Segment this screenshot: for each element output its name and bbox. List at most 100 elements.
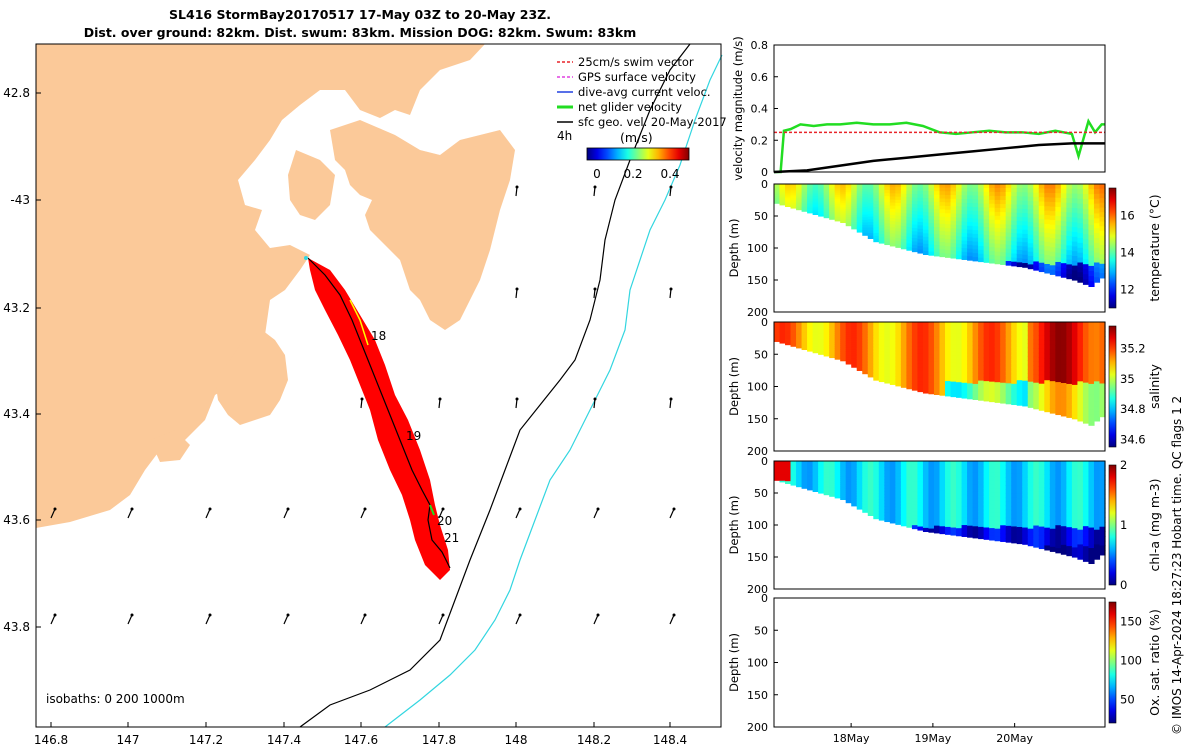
profile-cell <box>1093 544 1101 550</box>
profile-cell <box>972 522 979 527</box>
profile-cell <box>911 518 919 523</box>
profile-cell <box>807 484 814 487</box>
profile-cell <box>1016 371 1023 377</box>
profile-cell <box>994 390 1001 395</box>
profile-cell <box>1022 196 1029 202</box>
profile-cell <box>829 494 836 497</box>
profile-cell <box>961 375 968 380</box>
profile-cell <box>1016 326 1023 331</box>
profile-cell <box>956 225 963 230</box>
profile-cell <box>1016 225 1023 230</box>
profile-cell <box>1000 212 1007 217</box>
sfc-arrow <box>205 614 211 625</box>
profile-cell <box>774 339 781 341</box>
profile-cell <box>950 220 957 226</box>
profile-cell <box>862 209 869 213</box>
profile-cell <box>895 184 902 188</box>
profile-cell <box>1000 232 1007 237</box>
profile-cell <box>1093 193 1101 200</box>
profile-cell <box>834 470 841 473</box>
profile-cell <box>1071 241 1079 247</box>
profile-cell <box>840 470 847 474</box>
profile-cell <box>1049 524 1056 530</box>
colorbar-label: salinity <box>1147 363 1162 408</box>
profile-cell <box>774 191 781 194</box>
profile-cell <box>779 188 786 190</box>
profile-cell <box>933 336 941 341</box>
profile-cell <box>1033 184 1040 189</box>
profile-cell <box>1060 470 1067 476</box>
profile-cell <box>983 223 990 228</box>
profile-cell <box>978 376 985 382</box>
profile-cell <box>1005 334 1012 339</box>
profile-cell <box>889 353 896 357</box>
profile-cell <box>950 479 957 484</box>
profile-cell <box>790 196 797 198</box>
profile-cell <box>1011 257 1018 263</box>
profile-cell <box>1011 473 1018 478</box>
profile-cell <box>1093 549 1101 555</box>
profile-cell <box>983 365 990 370</box>
profile-cell <box>1011 501 1018 507</box>
profile-cell <box>1077 376 1084 382</box>
profile-cell <box>945 384 952 390</box>
profile-cell <box>1000 342 1007 347</box>
profile-cell <box>911 488 919 492</box>
profile-cell <box>812 341 819 345</box>
profile-cell <box>933 184 941 189</box>
profile-cell <box>961 248 968 253</box>
profile-cell <box>829 336 836 339</box>
profile-cell <box>956 344 963 349</box>
profile-cell <box>1022 184 1029 189</box>
profile-cell <box>1016 204 1023 210</box>
profile-cell <box>900 367 907 372</box>
profile-cell <box>889 331 896 336</box>
profile-cell <box>895 373 902 377</box>
profile-cell <box>790 186 797 189</box>
profile-cell <box>1038 227 1045 233</box>
profile-cell <box>922 513 930 518</box>
profile-cell <box>939 347 946 352</box>
profile-cell <box>878 481 885 486</box>
profile-cell <box>961 472 968 477</box>
profile-cell <box>1099 221 1106 227</box>
profile-cell <box>911 227 919 232</box>
profile-cell <box>845 223 852 227</box>
profile-cell <box>945 501 952 506</box>
profile-cell <box>1027 516 1034 521</box>
profile-cell <box>845 347 852 350</box>
profile-cell <box>928 230 935 235</box>
profile-cell <box>1082 269 1090 275</box>
profile-cell <box>1033 391 1040 397</box>
profile-cell <box>785 200 792 203</box>
profile-cell <box>1088 271 1095 277</box>
profile-cell <box>911 244 919 249</box>
profile-cell <box>906 226 913 231</box>
profile-cell <box>895 218 902 223</box>
profile-cell <box>801 486 808 489</box>
profile-cell <box>1088 184 1095 190</box>
profile-cell <box>1016 363 1023 369</box>
profile-cell <box>1044 224 1051 230</box>
profile-cell <box>851 499 858 502</box>
sfc-arrow-head <box>515 397 519 401</box>
profile-cell <box>845 483 852 487</box>
profile-cell <box>823 214 830 217</box>
profile-cell <box>967 345 974 350</box>
profile-cell <box>983 345 990 351</box>
profile-cell <box>950 494 957 499</box>
profile-cell <box>873 333 880 338</box>
profile-cell <box>889 356 896 361</box>
profile-cell <box>1044 523 1051 529</box>
profile-cell <box>889 378 896 382</box>
profile-cell <box>1099 273 1106 279</box>
profile-cell <box>1082 234 1090 240</box>
profile-cell <box>1027 482 1034 487</box>
profile-cell <box>823 489 830 492</box>
profile-cell <box>1088 260 1095 267</box>
legend-label: GPS surface velocity <box>578 70 696 84</box>
profile-cell <box>878 511 885 515</box>
profile-cell <box>1099 259 1106 265</box>
